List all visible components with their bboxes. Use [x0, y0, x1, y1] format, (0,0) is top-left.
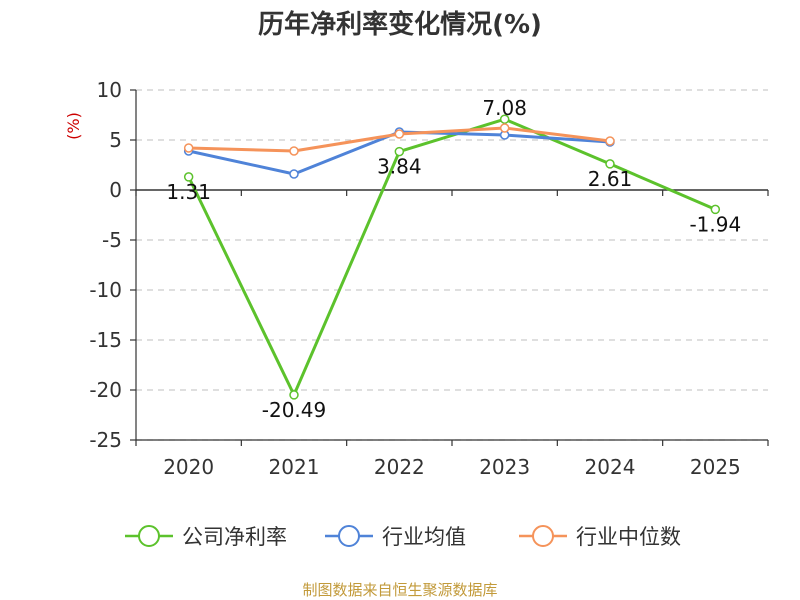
series-lines — [183, 114, 721, 400]
x-tick-label: 2025 — [690, 455, 741, 479]
data-point — [289, 169, 299, 179]
x-tick-label: 2020 — [163, 455, 214, 479]
y-tick-label: -15 — [89, 328, 122, 352]
data-point — [394, 129, 405, 139]
x-tick-label: 2023 — [479, 455, 530, 479]
legend-item: 行业均值 — [325, 525, 466, 549]
legend-item: 行业中位数 — [519, 525, 681, 549]
legend-marker — [138, 525, 160, 547]
series-line — [187, 117, 716, 397]
data-label: 7.08 — [482, 96, 527, 120]
y-tick-label: -10 — [89, 278, 122, 302]
x-tick-label: 2022 — [374, 455, 425, 479]
data-point — [289, 390, 299, 400]
legend-item: 公司净利率 — [125, 525, 287, 549]
y-tick-label: 10 — [97, 78, 122, 102]
legend-label: 行业中位数 — [576, 525, 681, 549]
axes: 10 5 0 -5 -10 -15 -20 -25 2020 2021 2022 2023 2024 20… — [89, 78, 769, 479]
y-axis-label: (%) — [64, 112, 83, 140]
y-tick-label: -5 — [102, 228, 122, 252]
data-label: -20.49 — [262, 398, 326, 422]
data-point — [710, 204, 721, 215]
data-label: 1.31 — [166, 180, 211, 204]
y-tick-label: -20 — [89, 378, 122, 402]
legend-marker — [338, 525, 360, 547]
legend-label: 公司净利率 — [182, 525, 287, 549]
y-tick-label: -25 — [89, 428, 122, 452]
x-tick-label: 2024 — [585, 455, 636, 479]
source-note: 制图数据来自恒生聚源数据库 — [302, 581, 498, 599]
data-point — [394, 146, 405, 157]
data-point — [605, 136, 615, 146]
data-labels: 1.31 -20.49 3.84 7.08 2.61 -1.94 — [166, 96, 741, 422]
x-tick-label: 2021 — [269, 455, 320, 479]
data-point — [499, 123, 510, 133]
data-label: -1.94 — [689, 212, 741, 236]
data-point — [289, 146, 299, 156]
data-label: 3.84 — [377, 155, 422, 179]
y-tick-label: 0 — [109, 178, 122, 202]
legend-marker — [532, 525, 554, 547]
data-label: 2.61 — [588, 167, 633, 191]
data-point — [499, 114, 510, 124]
data-point — [605, 159, 615, 169]
legend: 公司净利率 行业均值 行业中位数 — [125, 525, 681, 549]
data-point — [183, 143, 194, 153]
chart-title: 历年净利率变化情况(%) — [258, 10, 542, 40]
data-point — [183, 172, 194, 182]
y-tick-label: 5 — [109, 128, 122, 152]
legend-label: 行业均值 — [382, 525, 466, 549]
